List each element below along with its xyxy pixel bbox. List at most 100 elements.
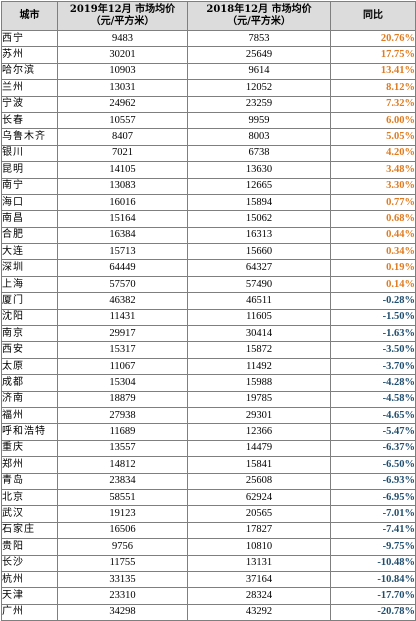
cell-city: 成都: [1, 374, 58, 392]
cell-price-2018: 29301: [187, 406, 331, 425]
cell-city: 昆明: [1, 161, 58, 179]
cell-price-2019: 23834: [57, 472, 188, 490]
table-row: 郑州 14812 15841 -6.50%: [1, 456, 416, 474]
cell-price-2018: 30414: [187, 325, 331, 343]
cell-price-2019: 64449: [57, 259, 188, 277]
cell-yoy: 0.34%: [330, 243, 416, 261]
cell-price-2018: 8003: [187, 128, 331, 146]
table-row: 石家庄 16506 17827 -7.41%: [1, 521, 416, 540]
cell-price-2019: 15713: [57, 243, 188, 261]
table-row: 银川 7021 6738 4.20%: [1, 144, 416, 163]
cell-city: 南昌: [1, 210, 58, 228]
table-row: 南宁 13083 12665 3.30%: [1, 177, 416, 195]
cell-yoy: -17.70%: [330, 587, 416, 605]
cell-city: 西安: [1, 341, 58, 359]
cell-price-2018: 15988: [187, 374, 331, 392]
cell-price-2018: 57490: [187, 275, 331, 294]
cell-price-2018: 15894: [187, 193, 331, 212]
cell-price-2019: 15164: [57, 210, 188, 228]
header-price-2019: 2019年12月 市场均价 （元/平方米）: [57, 1, 188, 31]
table-row: 大连 15713 15660 0.34%: [1, 243, 416, 261]
cell-city: 太原: [1, 357, 58, 376]
cell-city: 海口: [1, 193, 58, 212]
cell-city: 贵阳: [1, 538, 58, 556]
cell-city: 济南: [1, 390, 58, 408]
header-price-2019-line2: （元/平方米）: [90, 16, 155, 27]
cell-yoy: -4.65%: [330, 406, 416, 425]
cell-price-2018: 10810: [187, 538, 331, 556]
table-row: 重庆 13557 14479 -6.37%: [1, 439, 416, 458]
cell-yoy: -0.28%: [330, 292, 416, 310]
cell-city: 南京: [1, 325, 58, 343]
cell-city: 天津: [1, 587, 58, 605]
cell-price-2019: 9756: [57, 538, 188, 556]
cell-city: 长春: [1, 111, 58, 130]
table-row: 青岛 23834 25608 -6.93%: [1, 472, 416, 490]
cell-price-2018: 16313: [187, 226, 331, 245]
cell-yoy: 4.20%: [330, 144, 416, 163]
table-row: 济南 18879 19785 -4.58%: [1, 390, 416, 408]
cell-city: 深圳: [1, 259, 58, 277]
cell-yoy: -1.63%: [330, 325, 416, 343]
cell-city: 武汉: [1, 505, 58, 523]
header-row: 城市 2019年12月 市场均价 （元/平方米） 2018年12月 市场均价 （…: [1, 1, 416, 31]
cell-price-2018: 11605: [187, 308, 331, 327]
cell-yoy: -6.50%: [330, 456, 416, 474]
table-row: 福州 27938 29301 -4.65%: [1, 406, 416, 425]
table-row: 太原 11067 11492 -3.70%: [1, 357, 416, 376]
cell-price-2018: 15660: [187, 243, 331, 261]
cell-yoy: -10.84%: [330, 570, 416, 589]
cell-city: 宁波: [1, 95, 58, 113]
table-row: 西安 15317 15872 -3.50%: [1, 341, 416, 359]
cell-price-2019: 29917: [57, 325, 188, 343]
cell-yoy: 6.00%: [330, 111, 416, 130]
cell-price-2018: 37164: [187, 570, 331, 589]
table-row: 上海 57570 57490 0.14%: [1, 275, 416, 294]
table-header: 城市 2019年12月 市场均价 （元/平方米） 2018年12月 市场均价 （…: [1, 1, 416, 31]
cell-price-2019: 24962: [57, 95, 188, 113]
cell-city: 上海: [1, 275, 58, 294]
cell-price-2019: 30201: [57, 46, 188, 64]
cell-price-2019: 15304: [57, 374, 188, 392]
cell-price-2019: 16384: [57, 226, 188, 245]
table-row: 合肥 16384 16313 0.44%: [1, 226, 416, 245]
cell-city: 呼和浩特: [1, 423, 58, 441]
cell-yoy: 0.14%: [330, 275, 416, 294]
cell-city: 福州: [1, 406, 58, 425]
cell-yoy: -10.48%: [330, 554, 416, 572]
table-row: 北京 58551 62924 -6.95%: [1, 488, 416, 507]
cell-price-2018: 46511: [187, 292, 331, 310]
table-row: 呼和浩特 11689 12366 -5.47%: [1, 423, 416, 441]
cell-city: 长沙: [1, 554, 58, 572]
table-row: 昆明 14105 13630 3.48%: [1, 161, 416, 179]
cell-price-2018: 9959: [187, 111, 331, 130]
cell-yoy: 13.41%: [330, 62, 416, 81]
cell-price-2018: 9614: [187, 62, 331, 81]
cell-city: 沈阳: [1, 308, 58, 327]
cell-yoy: -3.70%: [330, 357, 416, 376]
cell-price-2019: 13557: [57, 439, 188, 458]
cell-price-2019: 14105: [57, 161, 188, 179]
cell-city: 厦门: [1, 292, 58, 310]
cell-price-2019: 16506: [57, 521, 188, 540]
cell-price-2018: 14479: [187, 439, 331, 458]
cell-price-2018: 12366: [187, 423, 331, 441]
cell-city: 南宁: [1, 177, 58, 195]
cell-price-2019: 13031: [57, 79, 188, 97]
cell-city: 苏州: [1, 46, 58, 64]
cell-price-2018: 64327: [187, 259, 331, 277]
cell-price-2018: 19785: [187, 390, 331, 408]
cell-price-2018: 17827: [187, 521, 331, 540]
table-row: 宁波 24962 23259 7.32%: [1, 95, 416, 113]
header-price-2019-line1: 2019年12月 市场均价: [69, 4, 176, 15]
cell-price-2018: 11492: [187, 357, 331, 376]
cell-yoy: -5.47%: [330, 423, 416, 441]
table-row: 厦门 46382 46511 -0.28%: [1, 292, 416, 310]
table-row: 天津 23310 28324 -17.70%: [1, 587, 416, 605]
cell-city: 合肥: [1, 226, 58, 245]
cell-price-2019: 57570: [57, 275, 188, 294]
cell-price-2019: 34298: [57, 603, 188, 621]
cell-price-2019: 13083: [57, 177, 188, 195]
cell-city: 杭州: [1, 570, 58, 589]
cell-price-2018: 15062: [187, 210, 331, 228]
